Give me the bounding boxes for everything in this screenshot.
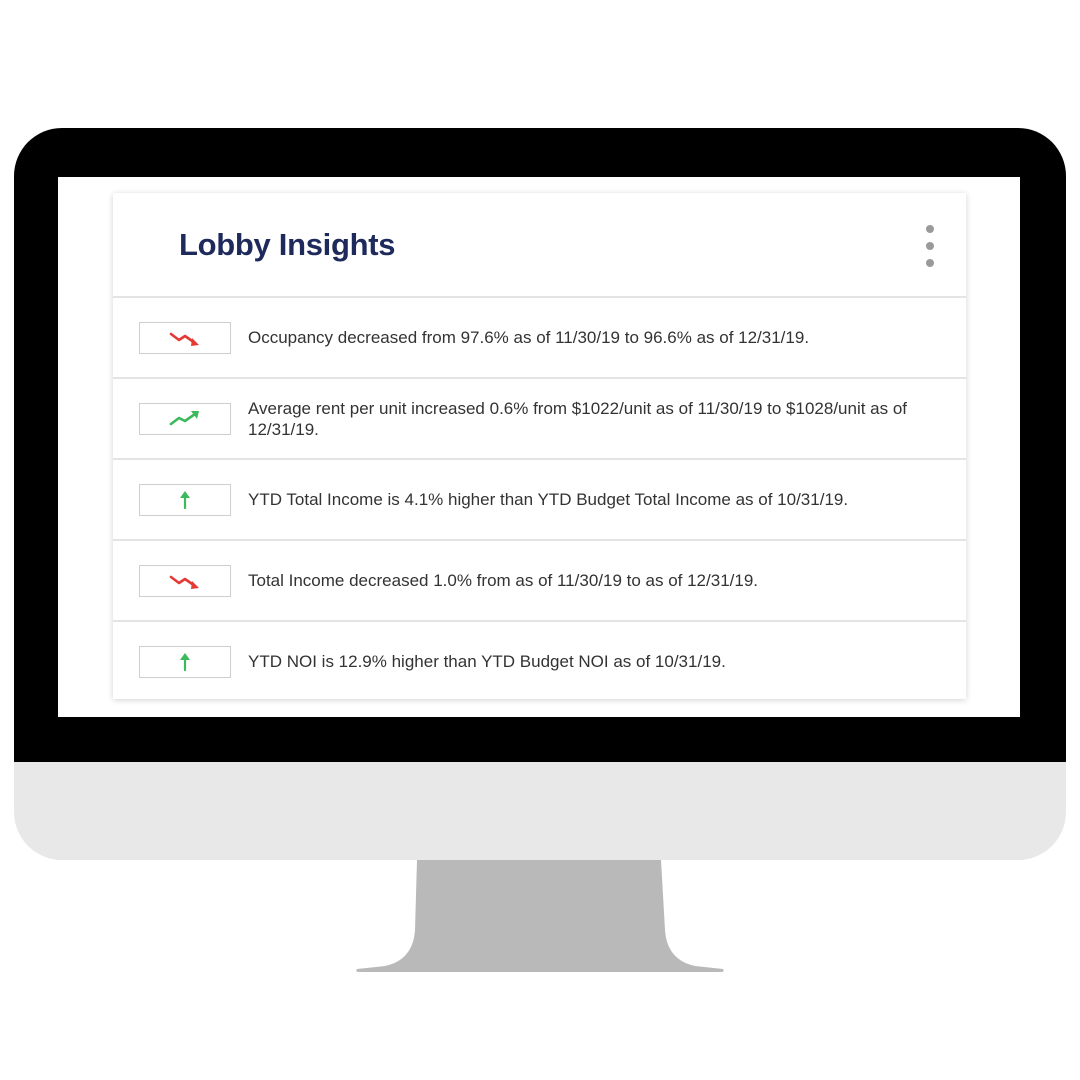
monitor-chin — [14, 762, 1066, 860]
lobby-insights-card: Lobby Insights Occupancy decreased from … — [113, 193, 966, 699]
card-header: Lobby Insights — [113, 193, 966, 298]
trend-indicator — [139, 402, 231, 435]
arrow-up-icon — [180, 490, 190, 509]
more-options-icon[interactable] — [920, 225, 940, 267]
insight-text: YTD Total Income is 4.1% higher than YTD… — [248, 490, 849, 509]
monitor-stand — [356, 860, 724, 972]
insight-row-total-income: Total Income decreased 1.0% from as of 1… — [113, 541, 966, 622]
insight-row-ytd-noi: YTD NOI is 12.9% higher than YTD Budget … — [113, 622, 966, 701]
kebab-dot — [926, 259, 934, 267]
insight-row-ytd-total-income: YTD Total Income is 4.1% higher than YTD… — [113, 460, 966, 541]
insight-text: YTD NOI is 12.9% higher than YTD Budget … — [248, 652, 726, 671]
trend-down-icon — [169, 332, 199, 346]
trend-indicator — [139, 564, 231, 597]
trend-indicator — [139, 483, 231, 516]
insight-row-average-rent: Average rent per unit increased 0.6% fro… — [113, 379, 966, 460]
insight-text: Total Income decreased 1.0% from as of 1… — [248, 571, 758, 590]
insight-text: Average rent per unit increased 0.6% fro… — [248, 398, 908, 439]
monitor-screen: Lobby Insights Occupancy decreased from … — [58, 177, 1020, 717]
kebab-dot — [926, 242, 934, 250]
kebab-dot — [926, 225, 934, 233]
trend-up-icon — [169, 410, 199, 425]
trend-down-icon — [169, 575, 199, 589]
trend-indicator — [139, 645, 231, 678]
arrow-up-icon — [180, 652, 190, 671]
card-title: Lobby Insights — [179, 227, 396, 262]
insight-row-occupancy: Occupancy decreased from 97.6% as of 11/… — [113, 298, 966, 379]
insight-text: Occupancy decreased from 97.6% as of 11/… — [248, 328, 810, 347]
trend-indicator — [139, 321, 231, 354]
